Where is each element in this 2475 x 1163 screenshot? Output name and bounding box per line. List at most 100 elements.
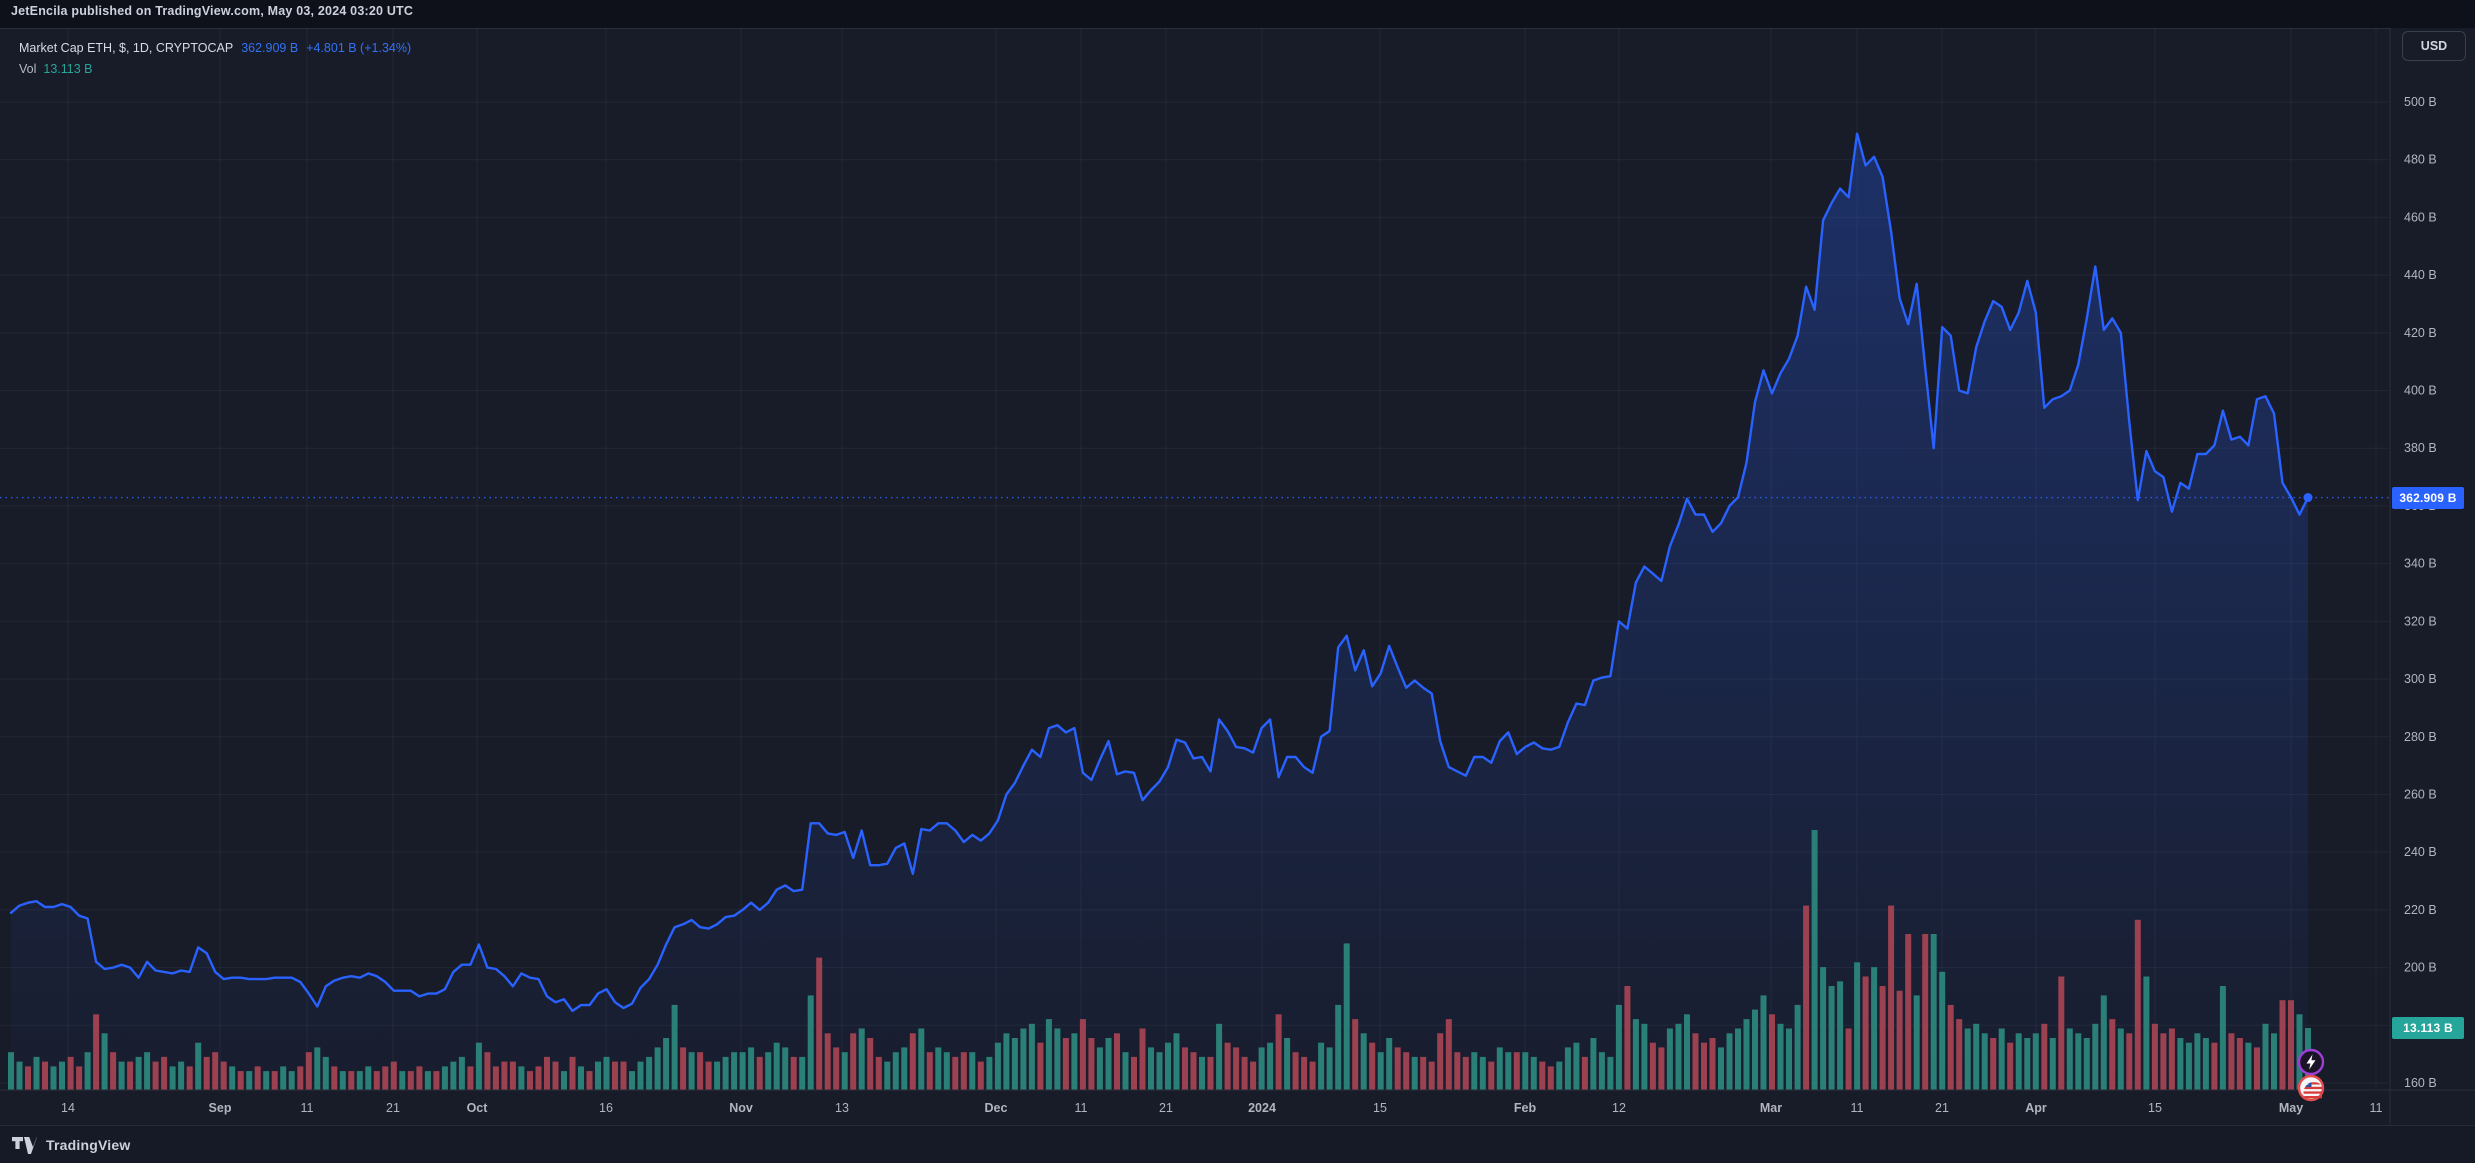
volume-bar-up [1386,1038,1393,1090]
time-tick-label: Apr [2025,1101,2047,1115]
volume-bar-up [918,1028,925,1090]
volume-bar-up [1165,1042,1171,1090]
volume-bar-down [305,1052,312,1090]
volume-bar-down [1709,1038,1716,1090]
volume-bar-up [1607,1056,1614,1090]
volume-bar-up [765,1052,772,1090]
volume-bar-down [110,1052,117,1090]
volume-bar-down [850,1033,857,1090]
volume-bar-up [1998,1028,2005,1090]
volume-bar-down [297,1066,304,1090]
volume-bar-up [739,1052,746,1090]
time-tick-label: May [2279,1101,2303,1115]
volume-bar-down [1692,1033,1699,1090]
volume-bar-up [2092,1023,2099,1090]
volume-bar-down [2279,1000,2286,1090]
volume-bar-up [135,1056,142,1090]
volume-bar-up [2143,976,2150,1090]
volume-bar-up [2245,1042,2252,1090]
price-tick-label: 160 B [2404,1076,2437,1090]
volume-bar-down [93,1014,100,1090]
volume-bar-down [586,1071,593,1090]
volume-bar-up [1939,971,1946,1090]
volume-bar-up [1505,1052,1512,1090]
volume-bar-up [1199,1056,1205,1090]
symbol-title[interactable]: Market Cap ETH, $, 1D, CRYPTOCAP [19,41,234,55]
volume-bar-down [1224,1042,1231,1090]
footer-brand[interactable]: TradingView [46,1137,131,1153]
volume-bar-down [620,1061,627,1090]
volume-bar-up [314,1047,321,1090]
volume-bar-up [2177,1038,2184,1090]
volume-bar-up [1981,1033,1988,1090]
volume-bar-down [833,1047,840,1090]
volume-bar-down [2236,1038,2243,1090]
volume-bar-down [237,1071,244,1090]
volume-bar-up [16,1061,23,1090]
volume-bar-down [1454,1052,1461,1090]
volume-bar-up [782,1047,789,1090]
volume-bar-down [756,1056,763,1090]
volume-bar-down [1862,976,1869,1090]
volume-bar-up [144,1052,151,1090]
volume-bar-up [1811,830,1818,1090]
time-tick-label: Dec [985,1101,1008,1115]
volume-bar-up [1216,1023,1223,1090]
time-tick-label: 21 [1935,1101,1949,1115]
volume-bar-up [101,1033,108,1090]
volume-bar-up [2075,1033,2082,1090]
volume-bar-down [680,1047,687,1090]
volume-bar-down [484,1052,491,1090]
volume-bar-up [603,1056,610,1090]
volume-bar-up [714,1061,721,1090]
volume-bar-up [595,1061,601,1090]
volume-bar-up [475,1042,482,1090]
volume-bar-down [1207,1056,1214,1090]
volume-bar-down [348,1071,355,1090]
currency-usd-button[interactable]: USD [2402,31,2466,61]
volume-bar-up [2185,1042,2192,1090]
lightning-icon[interactable] [2297,1048,2325,1076]
volume-bar-up [2194,1033,2201,1090]
price-tick-label: 240 B [2404,845,2437,859]
volume-bar-down [1803,905,1810,1090]
volume-bar-up [339,1071,346,1090]
volume-bar-up [1666,1028,1673,1090]
volume-bar-up [1930,934,1937,1090]
volume-bar-down [2168,1028,2175,1090]
volume-bar-up [1530,1056,1537,1090]
tradingview-logo-icon[interactable] [12,1136,38,1154]
volume-bar-up [1726,1033,1733,1090]
volume-bar-up [169,1066,176,1090]
symbol-legend[interactable]: Market Cap ETH, $, 1D, CRYPTOCAP 362.909 … [19,38,411,80]
volume-bar-down [271,1071,278,1090]
time-tick-label: Sep [209,1101,232,1115]
volume-bar-up [731,1052,738,1090]
volume-bar-down [697,1052,704,1090]
volume-bar-up [986,1056,993,1090]
current-price-badge: 362.909 B [2392,486,2464,509]
volume-bar-up [654,1047,661,1090]
price-axis-panel [2391,28,2475,1125]
volume-bar-down [467,1066,474,1090]
volume-bar-up [441,1066,448,1090]
us-flag-icon[interactable] [2297,1074,2325,1102]
volume-bar-up [8,1052,14,1090]
volume-bar-up [1718,1047,1724,1090]
volume-bar-down [1309,1061,1316,1090]
volume-bar-down [2254,1047,2260,1090]
volume-bar-up [178,1061,185,1090]
volume-bar-up [1786,1028,1792,1090]
volume-bar-down [790,1056,797,1090]
volume-bar-down [2041,1023,2048,1090]
volume-bar-up [1556,1061,1563,1090]
volume-bar-down [2126,1033,2133,1090]
volume-bar-down [1062,1038,1069,1090]
volume-bar-up [1105,1038,1112,1090]
volume-bar-down [1879,986,1886,1090]
volume-bar-up [1564,1047,1571,1090]
volume-bar-down [816,957,823,1090]
volume-bar-up [1837,981,1844,1090]
volume-bar-up [288,1071,295,1090]
